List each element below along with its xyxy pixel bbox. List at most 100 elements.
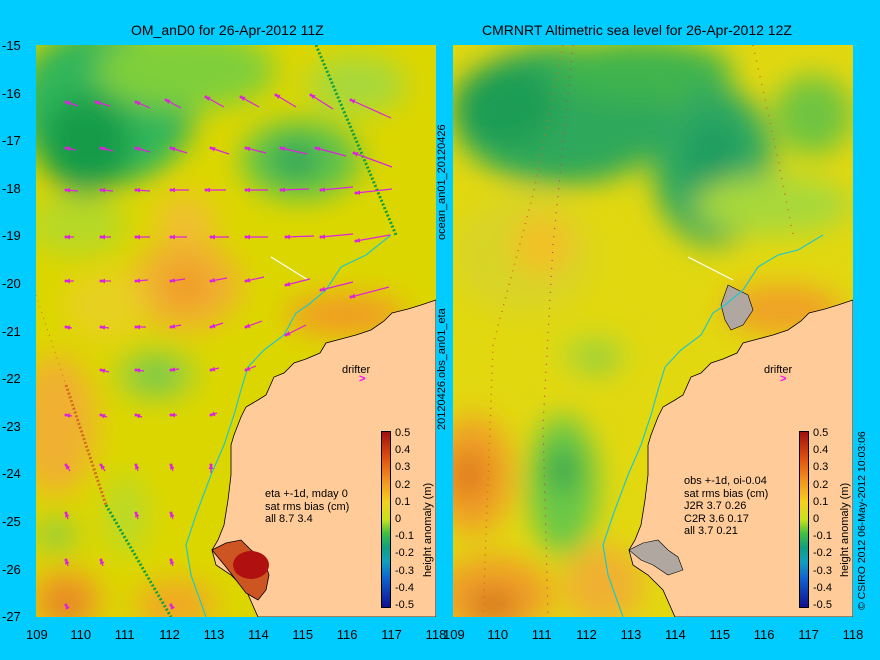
velocity-arrow-head bbox=[94, 100, 98, 104]
velocity-arrow-head bbox=[64, 146, 68, 150]
velocity-arrow bbox=[135, 187, 151, 193]
shelf-contour bbox=[602, 234, 824, 617]
velocity-arrow-head bbox=[204, 188, 208, 192]
velocity-arrow-head bbox=[284, 333, 288, 337]
lat-tick-label: -16 bbox=[2, 85, 21, 101]
velocity-arrow bbox=[355, 234, 391, 243]
colorbar-right bbox=[799, 431, 809, 608]
height-anomaly-field bbox=[453, 45, 853, 617]
coastal-anomaly bbox=[233, 551, 269, 579]
velocity-arrow-head bbox=[99, 558, 103, 562]
velocity-arrow-head bbox=[352, 151, 356, 155]
velocity-arrow bbox=[65, 146, 77, 152]
left-panel-title: OM_anD0 for 26-Apr-2012 11Z bbox=[131, 22, 324, 38]
left-stats-box: eta +-1d, mday 0 sat rms bias (cm) all 8… bbox=[265, 488, 349, 526]
velocity-arrow-head bbox=[244, 235, 248, 239]
velocity-arrow bbox=[210, 146, 230, 155]
velocity-arrow-head bbox=[349, 98, 353, 102]
lat-tick-label: -21 bbox=[2, 323, 21, 339]
left-stats-line-1: eta +-1d, mday 0 bbox=[265, 488, 348, 500]
lat-tick-label: -18 bbox=[2, 180, 21, 196]
velocity-arrow bbox=[245, 320, 263, 328]
velocity-arrow bbox=[135, 146, 151, 153]
lon-tick-label: 118 bbox=[425, 627, 447, 642]
colorbar-label-left: height anomaly (m) bbox=[422, 482, 434, 577]
velocity-arrow bbox=[170, 146, 188, 154]
velocity-arrow-head bbox=[169, 558, 173, 562]
velocity-arrow-head bbox=[99, 235, 103, 239]
lon-tick-label: 116 bbox=[336, 627, 358, 642]
velocity-arrow bbox=[280, 187, 310, 193]
velocity-arrow-head bbox=[99, 279, 103, 283]
colorbar-tick-label: -0.2 bbox=[813, 547, 832, 560]
left-map-svg bbox=[36, 45, 436, 617]
velocity-arrow-head bbox=[134, 100, 138, 104]
colorbar-label-right: height anomaly (m) bbox=[839, 482, 851, 577]
lon-tick-label: 117 bbox=[798, 627, 819, 642]
copyright-label: © CSIRO 2012 06-May-2012 10:03:06 bbox=[856, 431, 868, 610]
velocity-arrow-head bbox=[354, 191, 358, 195]
right-stats-line-1: obs +-1d, oi-0.04 bbox=[684, 475, 767, 487]
velocity-arrow-head bbox=[169, 413, 173, 417]
velocity-arrow-head bbox=[134, 413, 138, 417]
drifter-label-left: drifter bbox=[342, 364, 371, 376]
velocity-arrow bbox=[315, 146, 347, 157]
colorbar-tick-label: 0.5 bbox=[813, 427, 829, 439]
velocity-arrow-head bbox=[64, 558, 68, 562]
lon-tick-label: 116 bbox=[753, 627, 775, 642]
satellite-track-3 bbox=[104, 504, 173, 617]
lon-tick-label: 115 bbox=[292, 627, 314, 642]
velocity-arrow bbox=[165, 99, 182, 109]
velocity-arrow bbox=[350, 286, 390, 299]
drifter-marker-right: > bbox=[780, 373, 787, 385]
velocity-arrow bbox=[320, 233, 354, 240]
colorbar-tick-label: 0.3 bbox=[395, 461, 411, 474]
velocity-arrow-head bbox=[134, 235, 138, 239]
velocity-arrow-head bbox=[169, 511, 173, 515]
lon-tick-label: 115 bbox=[709, 627, 731, 642]
velocity-arrow bbox=[310, 94, 334, 110]
velocity-arrow bbox=[353, 152, 393, 168]
lon-tick-label: 111 bbox=[114, 627, 135, 642]
velocity-arrow-head bbox=[134, 279, 138, 283]
right-panel-title: CMRNRT Altimetric sea level for 26-Apr-2… bbox=[482, 22, 792, 38]
velocity-arrow-head bbox=[284, 235, 288, 239]
lat-tick-label: -20 bbox=[2, 276, 21, 291]
lat-tick-label: -24 bbox=[2, 466, 21, 482]
velocity-arrow-head bbox=[319, 288, 323, 292]
velocity-arrow bbox=[280, 146, 308, 155]
velocity-arrow-head bbox=[169, 368, 173, 372]
lat-tick-label: -17 bbox=[2, 133, 21, 149]
drifter-label-right: drifter bbox=[764, 364, 793, 376]
height-anomaly-field bbox=[36, 45, 406, 617]
velocity-arrow bbox=[240, 96, 260, 108]
velocity-arrow-head bbox=[209, 279, 213, 283]
velocity-arrow-head bbox=[64, 279, 68, 283]
lon-tick-label: 117 bbox=[381, 627, 402, 642]
velocity-arrow-head bbox=[64, 100, 68, 104]
velocity-arrow bbox=[100, 187, 114, 193]
velocity-arrow-head bbox=[209, 235, 213, 239]
velocity-arrow-head bbox=[349, 295, 353, 299]
velocity-arrow-head bbox=[64, 603, 68, 607]
satellite-track-2 bbox=[64, 384, 108, 506]
velocity-arrow-head bbox=[244, 368, 248, 372]
velocity-arrow-head bbox=[279, 188, 283, 192]
velocity-arrow-head bbox=[209, 325, 213, 329]
velocity-arrow-head bbox=[169, 279, 173, 283]
velocity-arrow bbox=[350, 99, 392, 119]
colorbar-tick-label: 0.5 bbox=[395, 427, 411, 439]
colorbar-tick-label: 0 bbox=[395, 513, 402, 525]
velocity-arrow bbox=[285, 324, 307, 336]
colorbar-tick-label: 0.2 bbox=[813, 478, 829, 491]
velocity-arrow-head bbox=[284, 283, 288, 287]
velocity-arrow bbox=[135, 101, 151, 109]
colorbar-tick-label: -0.1 bbox=[813, 530, 832, 543]
right-map-panel: drifter > obs +-1d, oi-0.04 sat rms bias… bbox=[453, 45, 853, 617]
velocity-arrow-head bbox=[99, 325, 103, 329]
right-stats-line-4: C2R 3.6 0.17 bbox=[684, 512, 749, 525]
velocity-arrow-head bbox=[244, 146, 248, 150]
velocity-arrow bbox=[65, 187, 79, 193]
lat-tick-label: -26 bbox=[2, 561, 21, 577]
velocity-arrow-head bbox=[319, 188, 323, 192]
